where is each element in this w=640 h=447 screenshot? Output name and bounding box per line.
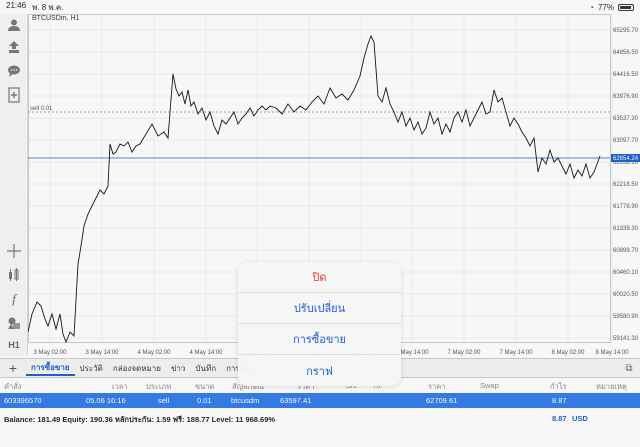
chart-grid xyxy=(28,14,613,343)
price-tick-label: 63976.90 xyxy=(613,94,639,100)
current-price-label: 62654.24 xyxy=(613,156,639,162)
tab-0[interactable]: การซื้อขาย xyxy=(26,361,75,376)
price-tick-label: 62218.50 xyxy=(613,182,639,188)
status-date: พ. 8 พ.ค. xyxy=(32,2,64,12)
order-time: 05.06 16:16 xyxy=(86,396,126,405)
price-tick-label: 65295.70 xyxy=(613,28,639,34)
status-bar: 21:46 พ. 8 พ.ค. ◔ 77% xyxy=(0,0,640,14)
price-tick-label: 62658.10 xyxy=(613,160,639,166)
left-toolbar: f H1 xyxy=(0,14,28,356)
price-tick-label: 60899.70 xyxy=(613,248,639,254)
column-header: เวลา xyxy=(112,382,128,391)
table-row[interactable]: 603396570 05.06 16:16 sell 0.01 btcusdm … xyxy=(0,393,640,408)
chat-icon[interactable] xyxy=(4,62,24,80)
price-tick-label: 60460.10 xyxy=(613,270,639,276)
positions-header: คำสั่งเวลาประเภทขนาดสัญลักษณ์ราคาS/LT/Pร… xyxy=(0,378,640,392)
column-header: ราคา xyxy=(297,382,315,391)
tab-4[interactable]: บันทึก xyxy=(195,363,217,373)
column-header: หมายเหตุ xyxy=(596,382,627,391)
column-header: ขนาด xyxy=(195,382,215,391)
price-axis: 65295.70 64856.50 64416.50 63976.90 63537.30… xyxy=(613,28,639,342)
price-tick-label: 61339.30 xyxy=(613,226,639,232)
price-tick-label: 61778.90 xyxy=(613,204,639,210)
new-order-icon[interactable] xyxy=(4,86,24,104)
timeframe-label[interactable]: H1 xyxy=(8,340,20,350)
column-header: ประเภท xyxy=(146,382,172,391)
order-profit: 8.87 xyxy=(552,396,567,405)
price-tick-label: 64856.50 xyxy=(613,50,639,56)
crosshair-icon[interactable] xyxy=(4,242,24,260)
price-tick-label: 63097.70 xyxy=(613,138,639,144)
price-tick-label: 60020.50 xyxy=(613,292,639,298)
close-position-button[interactable]: ปิด xyxy=(238,262,401,293)
time-tick-label: 7 May 02:00 xyxy=(447,350,481,356)
position-action-menu: ปิด ปรับเปลี่ยน การซื้อขาย กราฟ xyxy=(238,262,401,386)
price-chart[interactable]: sell 0.01 65295.70 64856.50 64416.50 63976.… xyxy=(27,14,640,356)
order-line-label: sell 0.01 xyxy=(30,106,53,112)
tab-2[interactable]: กล่องจดหมาย xyxy=(112,363,161,373)
time-tick-label: 7 May 14:00 xyxy=(499,350,533,356)
column-header: สัญลักษณ์ xyxy=(232,382,265,391)
add-icon[interactable]: + xyxy=(8,360,18,376)
function-icon[interactable]: f xyxy=(12,291,16,306)
open-price: 63597.41 xyxy=(280,396,312,405)
order-type: sell xyxy=(158,396,170,405)
tab-1[interactable]: ประวัติ xyxy=(79,363,103,373)
order-size: 0.01 xyxy=(197,396,212,405)
time-tick-label: 6 May 14:00 xyxy=(395,350,429,356)
balance-text: Balance: 181.49 Equity: 190.36 หลักประกั… xyxy=(4,415,276,424)
column-header: ราคา xyxy=(428,382,446,391)
time-tick-label: 4 May 14:00 xyxy=(189,350,223,356)
time-tick-label: 8 May 02:00 xyxy=(551,350,585,356)
trade-icon[interactable] xyxy=(4,38,24,56)
column-header: คำสั่ง xyxy=(4,382,22,391)
time-tick-label: 3 May 02:00 xyxy=(33,350,67,356)
column-header: กำไร xyxy=(550,382,567,391)
price-line xyxy=(27,34,601,344)
tab-3[interactable]: ข่าว xyxy=(170,363,186,373)
account-icon[interactable] xyxy=(4,16,24,34)
time-tick-label: 3 May 14:00 xyxy=(85,350,119,356)
price-tick-label: 63537.30 xyxy=(613,116,639,122)
modify-position-button[interactable]: ปรับเปลี่ยน xyxy=(238,293,401,324)
indicators-icon[interactable] xyxy=(4,266,24,284)
wifi-icon: ◔ xyxy=(589,2,594,12)
status-time: 21:46 xyxy=(6,0,27,10)
column-header: Swap xyxy=(480,381,499,390)
time-tick-label: 8 May 14:00 xyxy=(595,350,629,356)
battery-percent: 77% xyxy=(597,2,614,12)
layout-icon[interactable]: ⧉ xyxy=(625,362,633,374)
order-symbol: btcusdm xyxy=(231,396,260,405)
currency-label: USD xyxy=(572,414,588,423)
chart-symbol-label: BTCUSDm, H1 xyxy=(32,15,80,22)
trade-button[interactable]: การซื้อขาย xyxy=(238,324,401,355)
order-id: 603396570 xyxy=(4,396,42,405)
price-tick-label: 59580.90 xyxy=(613,314,639,320)
battery-icon xyxy=(618,3,634,11)
account-summary: Balance: 181.49 Equity: 190.36 หลักประกั… xyxy=(0,409,640,429)
price-tick-label: 64416.50 xyxy=(613,72,639,78)
current-price-marker xyxy=(611,154,640,162)
total-profit: 8.87 xyxy=(552,414,567,423)
time-tick-label: 4 May 02:00 xyxy=(137,350,171,356)
price-tick-label: 59141.30 xyxy=(613,336,639,342)
current-price: 62709.61 xyxy=(426,396,458,405)
objects-icon[interactable] xyxy=(4,314,24,332)
chart-button[interactable]: กราฟ xyxy=(306,365,333,378)
